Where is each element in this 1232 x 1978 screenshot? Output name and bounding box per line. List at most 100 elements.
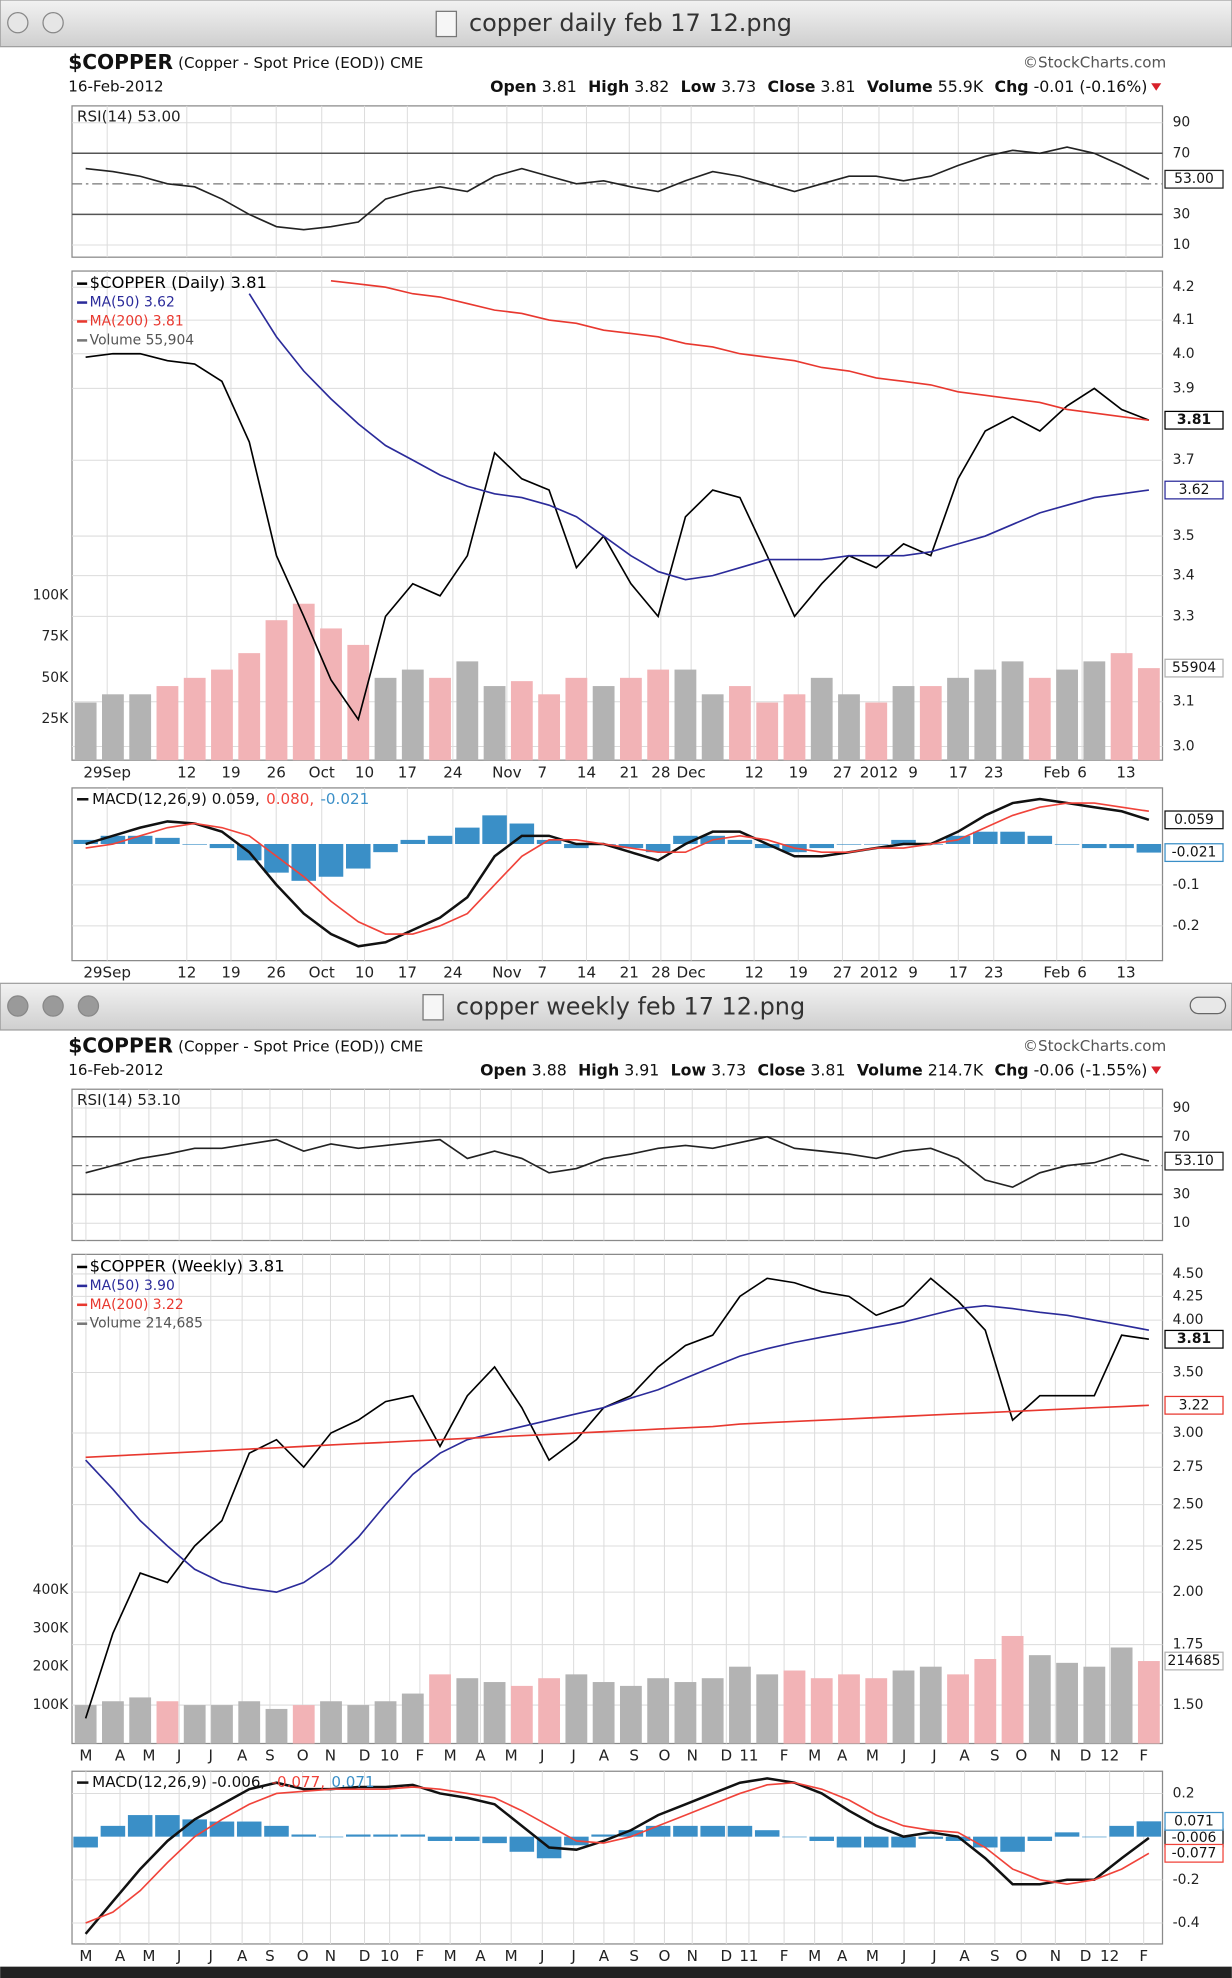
x-tick-label: F xyxy=(1139,1947,1148,1965)
histogram-bar xyxy=(536,839,562,844)
volume-bar xyxy=(919,1666,942,1744)
volume-bar xyxy=(483,1682,506,1744)
x-tick-label: 12 xyxy=(744,763,763,781)
x-tick-label: 11 xyxy=(739,1947,758,1965)
x-tick-label: A xyxy=(475,1747,486,1765)
histogram-bar xyxy=(673,1825,698,1837)
y-tick-label: 30 xyxy=(1173,206,1191,222)
volume-bar xyxy=(1028,1655,1051,1744)
quote-row: Open 3.88 High 3.91 Low 3.73 Close 3.81 Volume 21… xyxy=(480,1060,1147,1079)
x-tick-label: A xyxy=(115,1747,126,1765)
volume-bar xyxy=(838,1674,860,1744)
volume-bar xyxy=(320,628,342,761)
histogram-bar xyxy=(182,843,207,845)
volume-bar xyxy=(374,677,397,761)
histogram-bar xyxy=(155,1815,180,1837)
y-tick-label: 0.2 xyxy=(1173,1785,1195,1801)
instrument-name: (Copper - Spot Price (EOD)) xyxy=(178,1037,385,1055)
x-tick-label: 10 xyxy=(380,1747,399,1765)
x-tick-label: M xyxy=(444,1947,457,1965)
x-tick-label: M xyxy=(142,1947,155,1965)
quote-value: 3.73 xyxy=(711,1060,746,1079)
x-tick-label: 19 xyxy=(789,763,808,781)
x-tick-label: F xyxy=(780,1947,789,1965)
change-arrow xyxy=(1151,83,1162,91)
volume-bar xyxy=(347,1705,370,1744)
histogram-bar xyxy=(1054,1832,1080,1837)
panel-frame xyxy=(71,1770,1164,1945)
volume-bar xyxy=(456,1678,479,1744)
x-tick-label: D xyxy=(1080,1747,1092,1765)
y-tick-label: 4.00 xyxy=(1173,1312,1204,1328)
histogram-bar xyxy=(482,1836,507,1844)
y-tick-label: 70 xyxy=(1173,145,1191,161)
y2-tick-label: 100K xyxy=(33,587,69,603)
histogram-bar xyxy=(209,843,235,849)
end-label-box xyxy=(1164,1395,1224,1415)
y-tick-label: 4.50 xyxy=(1173,1266,1204,1282)
histogram-bar xyxy=(645,1825,671,1837)
x-tick-label: J xyxy=(931,1947,936,1965)
quote-label: Close xyxy=(758,1060,806,1079)
y-tick-label: 2.25 xyxy=(1173,1538,1204,1554)
volume-bar xyxy=(429,1674,451,1744)
volume-bar xyxy=(401,1693,424,1744)
x-tick-label: J xyxy=(901,1747,906,1765)
end-label: 55904 xyxy=(1172,660,1216,676)
y-tick-label: 4.25 xyxy=(1173,1288,1204,1304)
x-tick-label: S xyxy=(265,1747,275,1765)
y-tick-label: 3.7 xyxy=(1173,452,1195,468)
x-tick-label: A xyxy=(959,1747,970,1765)
symbol: $COPPER xyxy=(68,1033,173,1057)
quote-value: -0.01 (-0.16%) xyxy=(1034,76,1148,95)
x-tick-label: 17 xyxy=(398,763,417,781)
legend-label: MA(50) 3.90 xyxy=(90,1278,175,1294)
x-tick-label: O xyxy=(658,1947,670,1965)
quote-label: Volume xyxy=(857,1060,923,1079)
quote-value: 3.81 xyxy=(810,1060,845,1079)
x-tick-label: N xyxy=(1050,1947,1061,1965)
volume-bar xyxy=(974,669,997,761)
histogram-bar xyxy=(918,1836,944,1839)
histogram-bar xyxy=(100,1825,126,1837)
histogram-bar xyxy=(318,1836,344,1838)
window-button xyxy=(7,11,29,34)
x-tick-label: J xyxy=(570,1947,575,1965)
x-tick-label: 24 xyxy=(443,763,462,781)
volume-bar xyxy=(292,603,315,761)
title-bar xyxy=(0,0,1232,48)
quote-value: 3.73 xyxy=(721,76,756,95)
legend-label: $COPPER (Weekly) 3.81 xyxy=(90,1256,285,1275)
x-tick-label: Dec xyxy=(677,964,706,982)
x-tick-label: S xyxy=(265,1947,275,1965)
end-label-box xyxy=(1164,1151,1224,1171)
x-tick-label: 19 xyxy=(221,964,240,982)
y2-tick-label: 200K xyxy=(33,1659,69,1675)
x-tick-label: 12 xyxy=(177,964,196,982)
volume-bar xyxy=(74,702,97,761)
histogram-bar xyxy=(264,843,289,873)
x-tick-label: 12 xyxy=(1100,1947,1119,1965)
legend-label: MA(200) 3.81 xyxy=(90,313,184,329)
y-tick-label: 70 xyxy=(1173,1129,1191,1145)
y2-tick-label: 25K xyxy=(42,711,70,727)
x-tick-label: M xyxy=(866,1947,879,1965)
volume-bar xyxy=(320,1701,342,1744)
histogram-bar xyxy=(591,1834,616,1837)
histogram-bar xyxy=(482,815,507,844)
x-tick-label: Feb xyxy=(1043,964,1070,982)
x-tick-label: 10 xyxy=(355,964,374,982)
histogram-bar xyxy=(1027,1836,1053,1841)
histogram-bar xyxy=(1082,843,1107,849)
histogram-bar xyxy=(1136,843,1162,853)
volume-bar xyxy=(701,1678,724,1744)
volume-bar xyxy=(674,1682,697,1744)
volume-bar xyxy=(347,644,370,761)
volume-bar xyxy=(701,694,724,761)
series-line xyxy=(85,797,1150,948)
y-tick-label: 30 xyxy=(1173,1186,1191,1202)
symbol: $COPPER xyxy=(68,50,173,74)
end-label: -0.006 xyxy=(1172,1830,1217,1846)
x-tick-label: 23 xyxy=(984,964,1003,982)
window-button xyxy=(77,995,100,1017)
